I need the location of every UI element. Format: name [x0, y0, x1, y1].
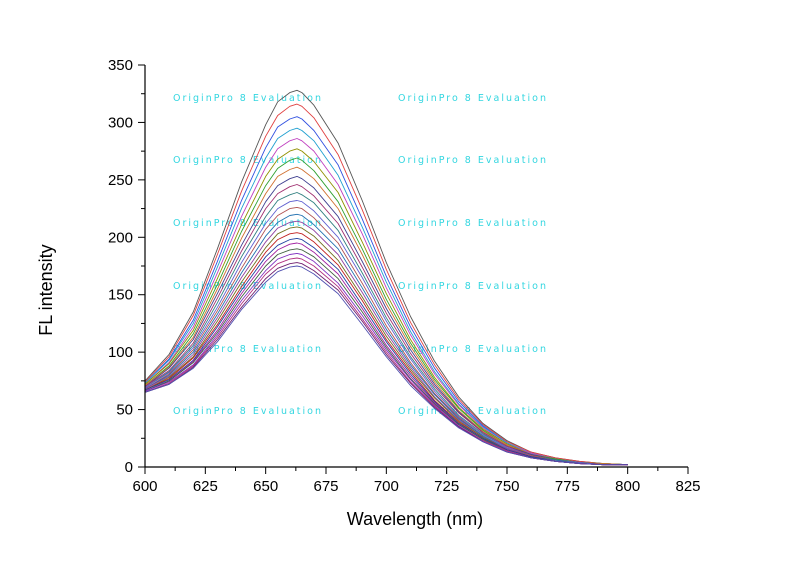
y-tick-label: 100	[108, 344, 133, 361]
series-line	[144, 237, 628, 466]
y-tick-label: 250	[108, 172, 133, 189]
watermark-text: OriginPro 8 Evaluation	[173, 344, 323, 355]
x-axis-ticks: 600 625 650 675 700 725 750 775 800 825	[132, 467, 701, 495]
series-layer	[144, 89, 628, 466]
x-tick-label: 675	[313, 478, 338, 495]
watermark-text: OriginPro 8 Evaluation	[173, 281, 323, 292]
y-tick-label: 0	[125, 459, 133, 476]
y-tick-label: 200	[108, 229, 133, 246]
y-tick-label: 350	[108, 57, 133, 74]
series-line	[144, 138, 628, 466]
x-tick-label: 775	[555, 478, 580, 495]
x-tick-label: 750	[494, 478, 519, 495]
series-line	[144, 220, 628, 466]
x-tick-label: 625	[193, 478, 218, 495]
watermark-text: OriginPro 8 Evaluation	[398, 218, 548, 229]
x-tick-label: 725	[434, 478, 459, 495]
watermark-text: OriginPro 8 Evaluation	[398, 344, 548, 355]
y-axis-ticks: 0 50 100 150 200 250 300 350	[108, 57, 145, 476]
x-tick-label: 825	[675, 478, 700, 495]
y-tick-label: 50	[116, 402, 133, 419]
series-line	[144, 166, 628, 466]
watermark-layer: OriginPro 8 Evaluation OriginPro 8 Evalua…	[173, 93, 548, 417]
x-axis-title: Wavelength (nm)	[347, 509, 483, 529]
series-line	[144, 175, 628, 466]
series-line	[144, 265, 628, 466]
watermark-text: OriginPro 8 Evaluation	[173, 93, 323, 104]
watermark-text: OriginPro 8 Evaluation	[173, 218, 323, 229]
series-line	[144, 206, 628, 466]
watermark-text: OriginPro 8 Evaluation	[173, 155, 323, 166]
watermark-text: OriginPro 8 Evaluation	[398, 281, 548, 292]
y-tick-label: 150	[108, 287, 133, 304]
watermark-text: OriginPro 8 Evaluation	[173, 406, 323, 417]
x-tick-label: 700	[374, 478, 399, 495]
x-tick-label: 650	[253, 478, 278, 495]
y-axis-title: FL intensity	[36, 244, 56, 335]
watermark-text: OriginPro 8 Evaluation	[398, 93, 548, 104]
y-tick-label: 300	[108, 114, 133, 131]
x-tick-label: 600	[132, 478, 157, 495]
watermark-text: OriginPro 8 Evaluation	[398, 155, 548, 166]
x-tick-label: 800	[615, 478, 640, 495]
series-line	[144, 103, 628, 466]
